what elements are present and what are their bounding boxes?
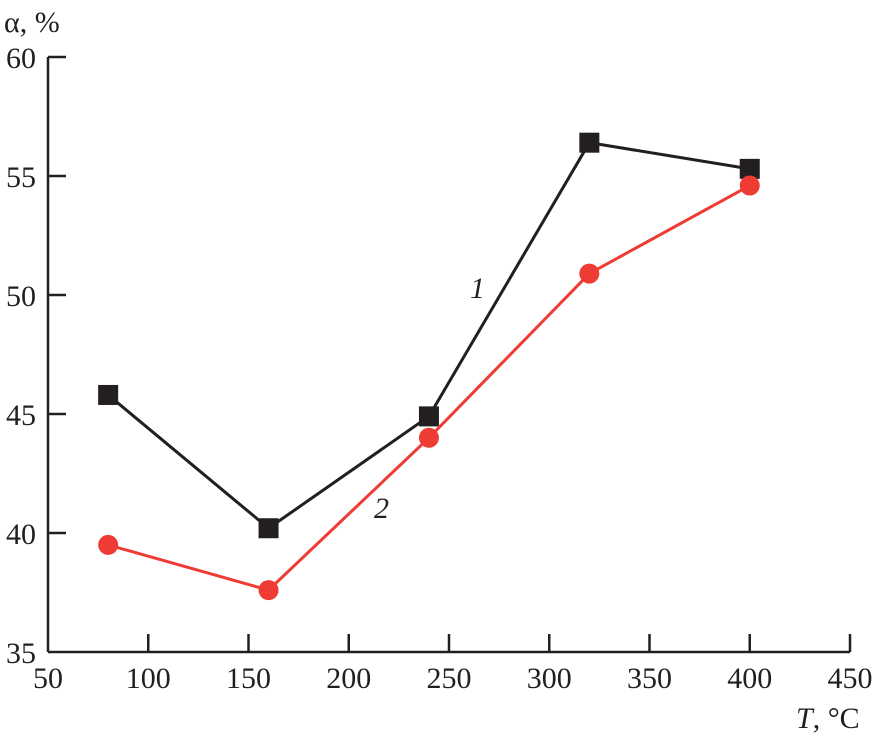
data-point-square	[579, 132, 600, 153]
series-2-line	[107, 184, 751, 592]
data-point-circle	[258, 580, 279, 601]
y-tick-label: 35	[6, 637, 36, 670]
x-axis-title: T, °C	[796, 702, 860, 735]
y-tick-label: 40	[6, 518, 36, 551]
data-point-square	[258, 518, 279, 539]
data-point-square	[739, 158, 760, 179]
data-point-square	[418, 406, 439, 427]
y-axis-title: α, %	[4, 6, 60, 39]
x-tick-label: 400	[727, 662, 772, 695]
x-tick-label: 150	[226, 662, 271, 695]
data-point-circle	[579, 263, 600, 284]
axes: 50 100 150 200 250 300 350 400 450 35 40 45 50 55 60	[6, 42, 873, 695]
x-tick-label: 250	[427, 662, 472, 695]
data-point-circle	[418, 427, 439, 448]
curve-label-2: 2	[374, 492, 389, 525]
curve-label-1: 1	[470, 272, 485, 305]
x-axis-title-symbol: T	[796, 702, 815, 735]
series-1-line	[107, 141, 750, 531]
y-tick-label: 60	[6, 42, 36, 75]
x-tick-label: 350	[627, 662, 672, 695]
y-tick-label: 55	[6, 161, 36, 194]
y-tick-label: 50	[6, 280, 36, 313]
data-point-circle	[98, 534, 119, 555]
data-point-square	[98, 384, 119, 405]
x-axis-title-unit: , °C	[813, 702, 860, 735]
series-1	[98, 132, 760, 539]
x-tick-label: 200	[326, 662, 371, 695]
data-point-circle	[739, 175, 760, 196]
x-tick-label: 100	[126, 662, 171, 695]
y-tick-label: 45	[6, 399, 36, 432]
series-layer	[98, 132, 760, 601]
x-tick-label: 300	[527, 662, 572, 695]
x-tick-label: 450	[828, 662, 873, 695]
x-tick-label: 50	[33, 662, 63, 695]
series-2	[98, 175, 760, 601]
